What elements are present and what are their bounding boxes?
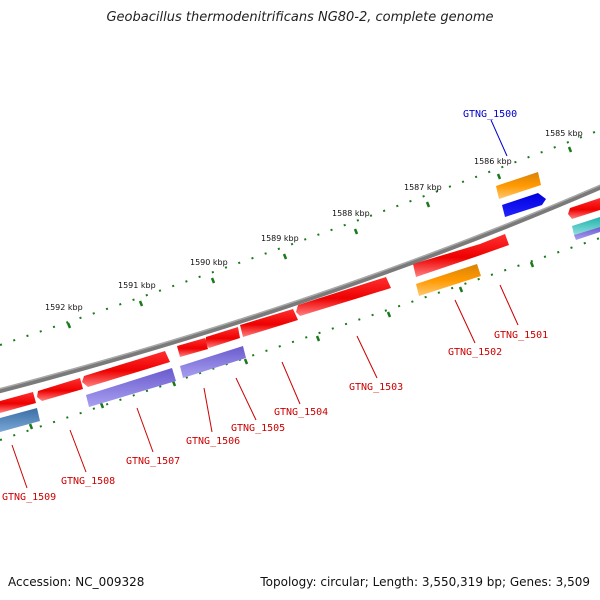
reverse-genes xyxy=(0,217,600,432)
outer-major-ticks xyxy=(66,146,573,329)
gene-label-1506[interactable]: GTNG_1506 xyxy=(186,436,240,447)
gene-arrow-1506-rev[interactable] xyxy=(180,346,246,378)
outer-ruler xyxy=(0,129,600,346)
gene-label-1504[interactable]: GTNG_1504 xyxy=(274,407,328,418)
kbp-label-1589: 1589 kbp xyxy=(261,234,299,243)
genome-backbone-highlight xyxy=(0,184,600,390)
gene-arrow-1503[interactable] xyxy=(296,277,391,316)
gene-label-1509[interactable]: GTNG_1509 xyxy=(2,492,56,503)
genome-backbone xyxy=(0,184,600,394)
kbp-label-1592: 1592 kbp xyxy=(45,303,83,312)
callout-lines xyxy=(11,119,519,489)
kbp-label-1588: 1588 kbp xyxy=(332,209,370,218)
gene-label-1508[interactable]: GTNG_1508 xyxy=(61,476,115,487)
map-title: Geobacillus thermodenitrificans NG80-2, … xyxy=(106,10,494,25)
gene-arrow-purple-edge[interactable] xyxy=(574,227,600,240)
gene-label-1502[interactable]: GTNG_1502 xyxy=(448,347,502,358)
gene-label-1507[interactable]: GTNG_1507 xyxy=(126,456,180,467)
gene-arrow-1502-rev[interactable] xyxy=(416,264,481,296)
kbp-label-1591: 1591 kbp xyxy=(118,281,156,290)
gene-arrow-orange-top[interactable] xyxy=(496,172,541,199)
gene-arrow-1509[interactable] xyxy=(0,392,36,413)
gene-arrow-1506[interactable] xyxy=(177,338,208,357)
gene-arrow-teal[interactable] xyxy=(572,217,600,235)
kbp-label-1585: 1585 kbp xyxy=(545,129,583,138)
gene-arrow-1508[interactable] xyxy=(37,378,83,401)
gene-arrow-1500[interactable] xyxy=(502,193,546,217)
gene-arrow-1505[interactable] xyxy=(205,327,240,348)
gene-arrow-1501[interactable] xyxy=(568,198,600,219)
gene-label-1503[interactable]: GTNG_1503 xyxy=(349,382,403,393)
gene-arrow-1509-rev[interactable] xyxy=(0,408,40,432)
gene-arrow-1507-rev[interactable] xyxy=(86,368,176,407)
gene-arrow-1507[interactable] xyxy=(82,351,170,387)
topology-text: Topology: circular; Length: 3,550,319 bp… xyxy=(260,575,590,589)
inner-major-ticks xyxy=(28,261,535,430)
gene-label-1500[interactable]: GTNG_1500 xyxy=(463,109,517,120)
forward-genes xyxy=(0,198,600,413)
gene-label-1501[interactable]: GTNG_1501 xyxy=(494,330,548,341)
kbp-label-1590: 1590 kbp xyxy=(190,258,228,267)
kbp-label-1587: 1587 kbp xyxy=(404,183,442,192)
gene-arrow-1502[interactable] xyxy=(413,234,509,277)
accession-text: Accession: NC_009328 xyxy=(8,575,145,589)
gene-arrow-1504[interactable] xyxy=(240,309,298,337)
gene-label-1505[interactable]: GTNG_1505 xyxy=(231,423,285,434)
kbp-label-1586: 1586 kbp xyxy=(474,157,512,166)
